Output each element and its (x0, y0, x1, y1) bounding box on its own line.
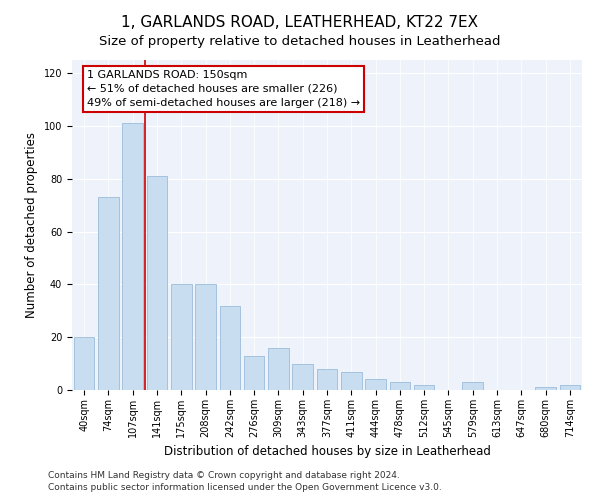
Bar (268, 348, 289, 390)
Text: Size of property relative to detached houses in Leatherhead: Size of property relative to detached ho… (99, 35, 501, 48)
Bar (98, 198, 119, 390)
Bar (341, 372, 362, 390)
Bar (560, 384, 580, 390)
Bar (317, 369, 337, 390)
Bar (220, 306, 240, 390)
Bar (292, 364, 313, 390)
Bar (195, 284, 216, 390)
Text: 1 GARLANDS ROAD: 150sqm
← 51% of detached houses are smaller (226)
49% of semi-d: 1 GARLANDS ROAD: 150sqm ← 51% of detache… (88, 70, 361, 108)
Bar (171, 284, 191, 390)
Bar (389, 382, 410, 390)
Text: 1, GARLANDS ROAD, LEATHERHEAD, KT22 7EX: 1, GARLANDS ROAD, LEATHERHEAD, KT22 7EX (121, 15, 479, 30)
Bar (535, 388, 556, 390)
Text: Contains HM Land Registry data © Crown copyright and database right 2024.
Contai: Contains HM Land Registry data © Crown c… (48, 471, 442, 492)
Bar (365, 380, 386, 390)
Bar (74, 337, 94, 390)
Bar (244, 356, 265, 390)
X-axis label: Distribution of detached houses by size in Leatherhead: Distribution of detached houses by size … (164, 446, 490, 458)
Bar (414, 384, 434, 390)
Bar (122, 124, 143, 390)
Bar (146, 176, 167, 390)
Y-axis label: Number of detached properties: Number of detached properties (25, 132, 38, 318)
Bar (463, 382, 483, 390)
